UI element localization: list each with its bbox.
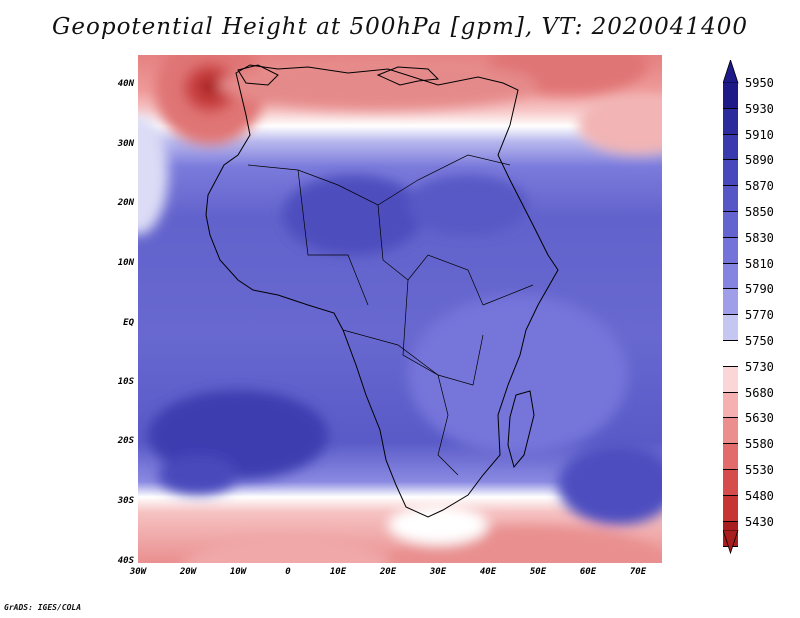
x-tick-label: 60E [579, 567, 597, 577]
country-borders [247, 154, 534, 476]
field-features [138, 55, 662, 563]
x-tick-label: 30E [429, 567, 447, 577]
colorbar-label: 5770 [745, 308, 774, 323]
colorbar-label: 5890 [745, 153, 774, 168]
colorbar-swatch [723, 83, 738, 109]
colorbar-swatch [723, 289, 738, 316]
y-tick-label: 30S [117, 496, 134, 506]
colorbar-label: 5430 [745, 514, 774, 529]
y-tick-label: EQ [123, 318, 134, 328]
y-tick-label: 40S [117, 556, 134, 566]
colorbar-swatch [723, 470, 738, 496]
x-tick-label: 0 [285, 567, 291, 577]
y-tick-label: 10N [117, 258, 134, 268]
y-tick-label: 10S [117, 377, 134, 387]
x-tick-label: 50E [529, 567, 547, 577]
colorbar-label: 5630 [745, 411, 774, 426]
colorbar-swatch [723, 212, 738, 238]
colorbar-swatch [723, 341, 738, 367]
y-tick-label: 20N [117, 198, 134, 208]
colorbar-label: 5530 [745, 463, 774, 477]
colorbar-label: 5730 [745, 359, 774, 374]
colorbar-swatch [723, 418, 738, 445]
colorbar-swatch [723, 366, 738, 393]
colorbar-label: 5810 [745, 256, 774, 271]
colorbar-label: 5580 [745, 437, 774, 452]
x-tick-label: 30W [129, 567, 147, 577]
colorbar-label: 5950 [745, 76, 774, 90]
colorbar-swatch [723, 237, 738, 264]
x-tick-label: 20W [179, 567, 197, 577]
colorbar-label: 5830 [745, 230, 774, 245]
footer-credit: GrADS: IGES/COLA [4, 603, 82, 612]
colorbar-label: 5680 [745, 385, 774, 400]
y-tick-label: 40N [117, 79, 134, 89]
y-tick-label: 30N [117, 139, 134, 149]
chart-title: Geopotential Height at 500hPa [gpm], VT:… [52, 14, 748, 40]
geopotential-map [138, 55, 662, 563]
colorbar-label: 5790 [745, 282, 774, 297]
colorbar-swatch [723, 495, 738, 522]
colorbar-swatch [723, 263, 738, 290]
colorbar [723, 63, 738, 555]
colorbar-swatch [723, 108, 738, 135]
colorbar-label: 5910 [745, 127, 774, 142]
colorbar-swatch [723, 160, 738, 187]
colorbar-label: 5850 [745, 205, 774, 219]
colorbar-swatch [723, 315, 738, 341]
colorbar-label: 5750 [745, 334, 774, 348]
colorbar-label: 5930 [745, 101, 774, 116]
x-tick-label: 40E [479, 567, 497, 577]
colorbar-swatch [723, 444, 738, 470]
colorbar-swatch [723, 134, 738, 161]
colorbar-label: 5480 [745, 488, 774, 503]
x-tick-label: 20E [379, 567, 397, 577]
x-tick-label: 10E [329, 567, 347, 577]
x-tick-label: 10W [229, 567, 247, 577]
x-tick-label: 70E [629, 567, 647, 577]
y-tick-label: 20S [117, 436, 134, 446]
colorbar-bottom-arrow [723, 530, 739, 554]
colorbar-swatch [723, 186, 738, 212]
colorbar-label: 5870 [745, 179, 774, 194]
colorbar-swatch [723, 392, 738, 419]
coastlines [205, 64, 559, 518]
